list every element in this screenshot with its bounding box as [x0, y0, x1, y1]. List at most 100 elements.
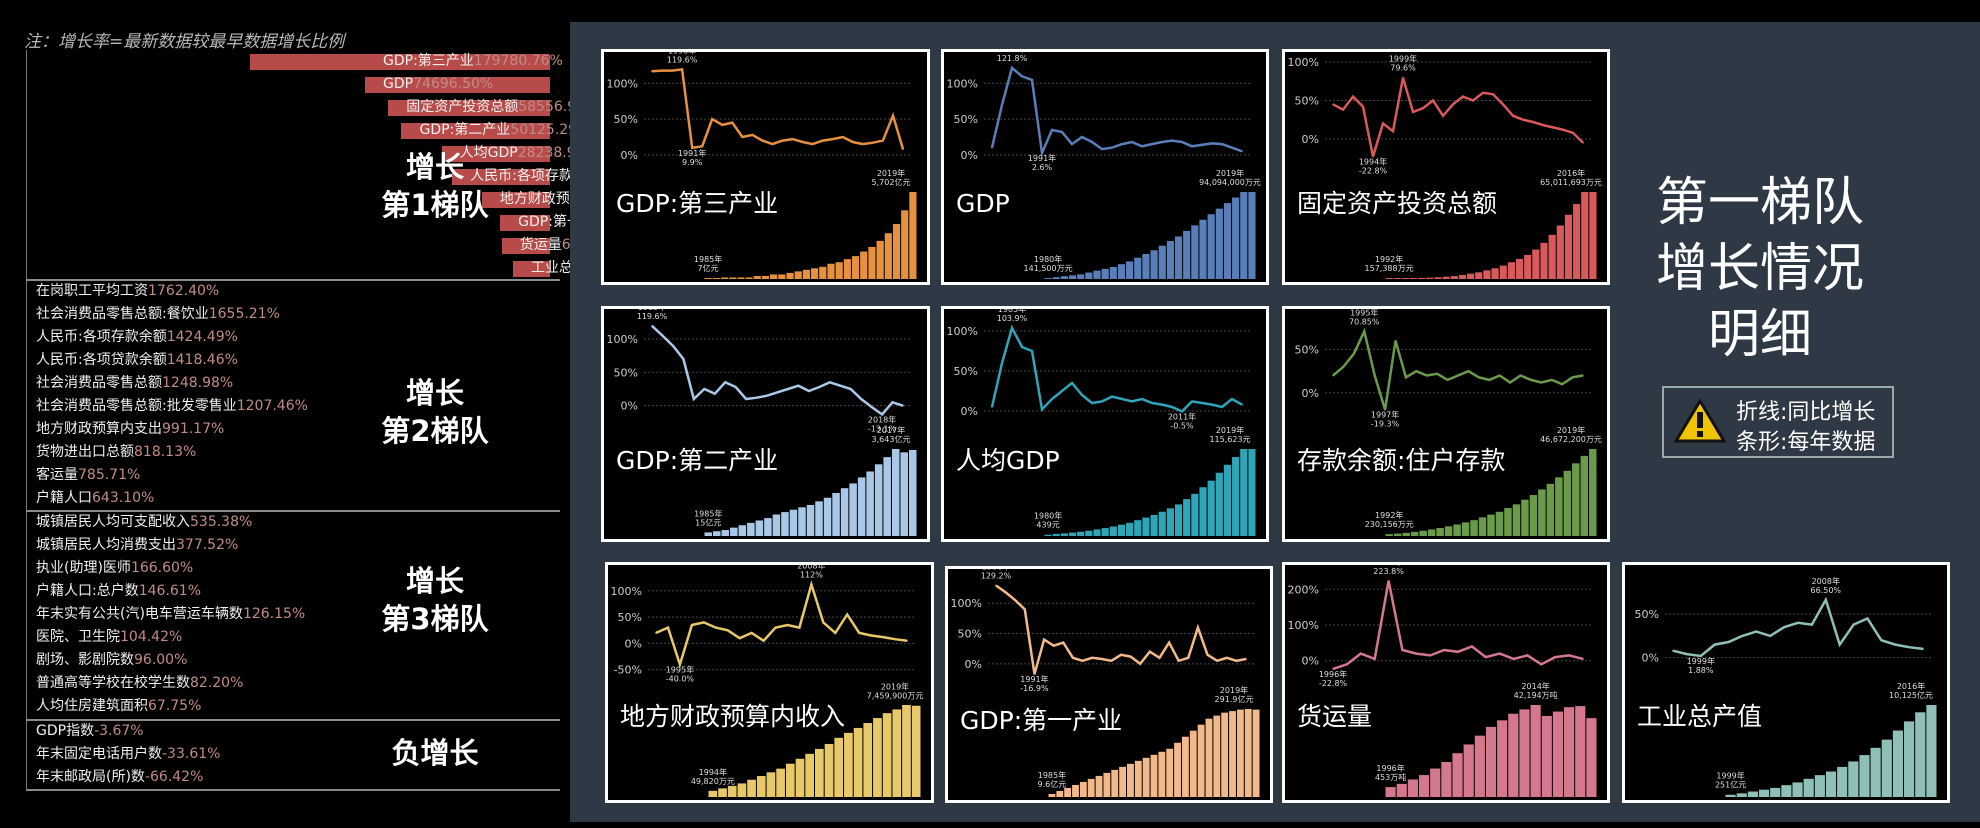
- annotation-label: 2011年: [1168, 411, 1196, 421]
- chart-panel: 0% 50% 100% 固定资产投资总额 1999年 79.6% 1994年 -22.8% 19…: [1282, 49, 1610, 285]
- data-bar: [1548, 234, 1556, 279]
- annotation-value: 121.8%: [997, 54, 1028, 63]
- data-bar: [1419, 530, 1427, 536]
- growth-point: [1852, 623, 1855, 626]
- chart-title: 工业总产值: [1637, 702, 1762, 731]
- growth-point: [651, 70, 653, 73]
- data-bar: [1142, 254, 1150, 279]
- data-bar: [712, 278, 720, 279]
- growth-point: [1111, 146, 1113, 149]
- growth-point: [1425, 374, 1428, 377]
- ranking-label: 社会消费品零售总额:批发零售业1207.46%: [36, 397, 308, 416]
- annotation-value: 42,194万吨: [1514, 690, 1558, 700]
- data-bar: [1747, 791, 1758, 797]
- y-tick-label: 0%: [621, 400, 638, 413]
- data-bar: [1475, 272, 1483, 279]
- annotation-value: 7,459,900万元: [867, 692, 924, 701]
- data-bar: [1497, 720, 1508, 797]
- growth-point: [1922, 648, 1924, 650]
- data-bar: [902, 705, 911, 797]
- y-tick-label: 0%: [1642, 652, 1659, 665]
- y-tick-label: 50%: [954, 113, 978, 126]
- growth-point: [1211, 403, 1213, 406]
- growth-point: [751, 134, 754, 136]
- data-bar: [860, 251, 868, 279]
- growth-point: [1415, 652, 1418, 655]
- growth-point: [834, 632, 837, 634]
- data-bar: [1512, 504, 1521, 536]
- growth-point: [1363, 330, 1366, 333]
- data-bar: [1495, 511, 1504, 536]
- annotation-label: 2014年: [1521, 681, 1549, 691]
- data-bar: [815, 501, 823, 536]
- growth-point: [1216, 660, 1218, 662]
- growth-point: [1457, 374, 1459, 377]
- indicator-name: 在岗职工平均工资: [36, 283, 148, 299]
- growth-point: [1151, 402, 1153, 404]
- data-bar: [756, 776, 766, 797]
- growth-point: [1131, 400, 1133, 403]
- growth-point: [655, 632, 657, 634]
- data-bar: [900, 452, 908, 536]
- growth-rate: 1418.46%: [166, 352, 238, 368]
- data-bar: [764, 518, 772, 536]
- data-bar: [1232, 456, 1240, 536]
- data-bar: [1052, 533, 1060, 536]
- indicator-name: GDP:第三产业: [383, 53, 474, 69]
- growth-point: [1519, 374, 1522, 377]
- growth-point: [849, 388, 852, 390]
- data-bar: [1540, 242, 1548, 279]
- growth-point: [818, 386, 821, 388]
- growth-rate: 104.42%: [120, 629, 183, 645]
- annotation-value: 453万吨: [1375, 772, 1406, 782]
- y-tick-label: 0%: [1302, 655, 1319, 668]
- data-bar: [1393, 278, 1401, 279]
- data-bar: [1434, 277, 1442, 279]
- growth-point: [1713, 643, 1716, 646]
- data-bar: [819, 266, 827, 279]
- growth-point: [703, 388, 706, 390]
- data-bar: [1205, 718, 1213, 797]
- growth-point: [724, 381, 727, 384]
- growth-point: [1387, 579, 1390, 582]
- data-bar: [772, 514, 781, 536]
- annotation-label: 1991年: [1028, 153, 1056, 163]
- growth-point: [1672, 649, 1674, 652]
- data-bar: [778, 274, 786, 279]
- growth-point: [1161, 403, 1163, 406]
- growth-point: [1512, 115, 1514, 117]
- growth-point: [691, 624, 693, 626]
- growth-point: [1727, 641, 1730, 643]
- data-bar: [1430, 768, 1441, 797]
- data-bar: [1589, 192, 1597, 279]
- growth-ranking-panel: 注：增长率=最新数据较最早数据增长比例 GDP:第三产业179780.76% GD…: [0, 0, 742, 828]
- y-tick-label: 0%: [1302, 133, 1319, 146]
- growth-point: [774, 626, 777, 629]
- indicator-name: 货运量: [519, 237, 562, 253]
- data-bar: [832, 492, 840, 536]
- chart-title: 货运量: [1297, 702, 1372, 731]
- annotation-label: 2019年: [1557, 425, 1585, 435]
- growth-point: [798, 626, 801, 629]
- growth-point: [1181, 410, 1183, 413]
- growth-point: [1131, 141, 1133, 143]
- growth-point: [1342, 366, 1345, 368]
- data-bar: [1064, 787, 1072, 797]
- data-bar: [704, 278, 712, 279]
- growth-point: [1225, 656, 1228, 659]
- growth-point: [1382, 122, 1384, 125]
- indicator-name: 医院、卫生院: [36, 629, 120, 645]
- annotation-label: 1999年: [1716, 771, 1744, 781]
- annotation-value: 70.85%: [1349, 317, 1380, 326]
- growth-rate: -33.61%: [162, 746, 221, 762]
- growth-point: [828, 381, 831, 384]
- growth-rate: 179780.76%: [473, 53, 563, 69]
- growth-point: [1011, 67, 1013, 69]
- annotation-label: 1997年: [1371, 410, 1399, 420]
- growth-point: [1052, 644, 1055, 647]
- growth-point: [1542, 124, 1544, 126]
- data-bar: [1573, 204, 1581, 279]
- annotation-value: 79.6%: [1390, 64, 1416, 73]
- data-bar: [1117, 264, 1126, 279]
